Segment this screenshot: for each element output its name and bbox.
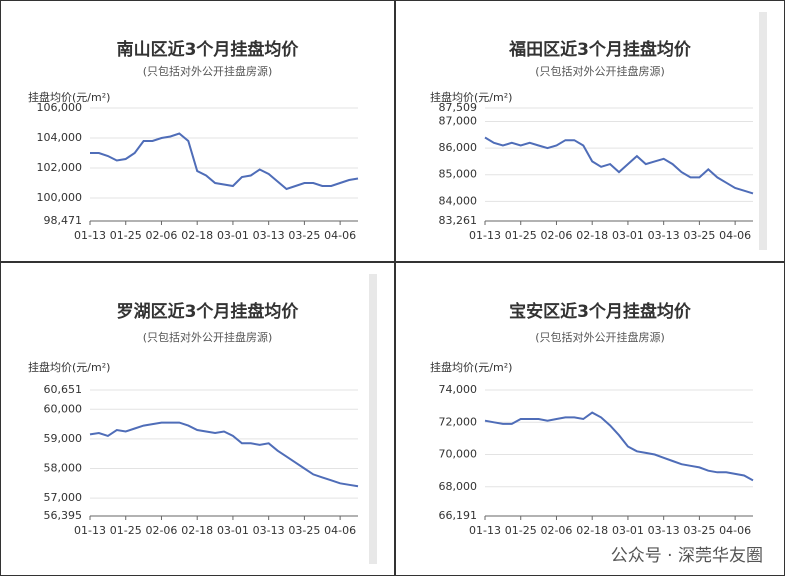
y-tick-label: 70,000 — [439, 448, 478, 461]
panel-border — [0, 0, 395, 262]
y-tick-label: 86,000 — [439, 141, 478, 154]
y-tick-label: 100,000 — [37, 191, 83, 204]
x-tick-label: 03-01 — [612, 229, 644, 242]
scrollbar — [369, 274, 377, 564]
y-tick-label: 57,000 — [44, 491, 83, 504]
y-tick-label: 68,000 — [439, 480, 478, 493]
x-tick-label: 03-13 — [648, 524, 680, 537]
chart-title: 宝安区近3个月挂盘均价 — [509, 301, 692, 322]
chart-panel: 南山区近3个月挂盘均价 (只包括对外公开挂盘房源) 挂盘均价(元/m²) 98,471… — [0, 0, 395, 262]
x-tick-label: 03-01 — [217, 524, 249, 537]
y-tick-label: 85,000 — [439, 168, 478, 181]
y-axis-label: 挂盘均价(元/m²) — [430, 360, 512, 374]
y-tick-label: 58,000 — [44, 461, 83, 474]
chart-panel: 罗湖区近3个月挂盘均价 (只包括对外公开挂盘房源) 挂盘均价(元/m²) 56,395… — [0, 262, 395, 576]
x-tick-label: 02-06 — [145, 229, 177, 242]
x-tick-label: 04-06 — [719, 524, 751, 537]
y-tick-label: 72,000 — [439, 415, 478, 428]
chart-panel: 宝安区近3个月挂盘均价 (只包括对外公开挂盘房源) 挂盘均价(元/m²) 66,191… — [395, 262, 785, 576]
x-tick-label: 01-13 — [469, 229, 501, 242]
chart-title: 南山区近3个月挂盘均价 — [117, 39, 300, 60]
x-tick-label: 02-06 — [540, 524, 572, 537]
y-axis-label: 挂盘均价(元/m²) — [28, 90, 110, 104]
y-tick-label: 98,471 — [44, 214, 83, 227]
y-tick-label: 56,395 — [44, 509, 83, 522]
x-tick-label: 02-18 — [181, 229, 213, 242]
line — [90, 132, 359, 191]
y-axis-label: 挂盘均价(元/m²) — [430, 90, 512, 104]
x-tick-label: 02-18 — [576, 229, 608, 242]
line — [484, 411, 754, 482]
scrollbar — [759, 12, 767, 250]
y-tick-label: 60,651 — [44, 383, 83, 396]
x-tick-label: 01-13 — [74, 229, 106, 242]
x-tick-label: 01-25 — [505, 229, 537, 242]
x-tick-label: 01-25 — [110, 524, 142, 537]
y-tick-label: 104,000 — [37, 131, 83, 144]
x-tick-label: 01-13 — [469, 524, 501, 537]
y-tick-label: 84,000 — [439, 194, 478, 207]
watermark: 公众号 · 深莞华友圈 — [610, 546, 763, 566]
x-tick-label: 01-13 — [74, 524, 106, 537]
x-tick-label: 02-06 — [145, 524, 177, 537]
chart-title: 罗湖区近3个月挂盘均价 — [117, 301, 300, 322]
chart-subtitle: (只包括对外公开挂盘房源) — [143, 64, 273, 78]
x-tick-label: 02-18 — [576, 524, 608, 537]
y-tick-label: 59,000 — [44, 432, 83, 445]
chart-subtitle: (只包括对外公开挂盘房源) — [535, 64, 665, 78]
x-tick-label: 03-13 — [648, 229, 680, 242]
x-tick-label: 03-01 — [612, 524, 644, 537]
x-tick-label: 01-25 — [505, 524, 537, 537]
y-tick-label: 74,000 — [439, 383, 478, 396]
y-tick-label: 83,261 — [439, 214, 478, 227]
x-tick-label: 03-01 — [217, 229, 249, 242]
line — [484, 136, 754, 195]
x-tick-label: 02-18 — [181, 524, 213, 537]
x-tick-label: 04-06 — [719, 229, 751, 242]
line — [89, 421, 359, 488]
chart-title: 福田区近3个月挂盘均价 — [508, 39, 692, 60]
y-tick-label: 60,000 — [44, 402, 83, 415]
y-tick-label: 66,191 — [439, 509, 478, 522]
chart-subtitle: (只包括对外公开挂盘房源) — [143, 330, 273, 344]
x-tick-label: 03-25 — [683, 229, 715, 242]
y-tick-label: 106,000 — [37, 101, 83, 114]
x-tick-label: 04-06 — [324, 524, 356, 537]
x-tick-label: 03-25 — [683, 524, 715, 537]
x-tick-label: 03-25 — [288, 524, 320, 537]
x-tick-label: 04-06 — [324, 229, 356, 242]
y-tick-label: 87,000 — [439, 115, 478, 128]
x-tick-label: 01-25 — [110, 229, 142, 242]
x-tick-label: 03-13 — [253, 229, 285, 242]
x-tick-label: 03-25 — [288, 229, 320, 242]
y-axis-label: 挂盘均价(元/m²) — [28, 360, 110, 374]
x-tick-label: 02-06 — [540, 229, 572, 242]
y-tick-label: 87,509 — [439, 101, 478, 114]
y-tick-label: 102,000 — [37, 161, 83, 174]
chart-panel: 福田区近3个月挂盘均价 (只包括对外公开挂盘房源) 挂盘均价(元/m²) 83,261… — [395, 0, 785, 262]
chart-subtitle: (只包括对外公开挂盘房源) — [535, 330, 665, 344]
x-tick-label: 03-13 — [253, 524, 285, 537]
